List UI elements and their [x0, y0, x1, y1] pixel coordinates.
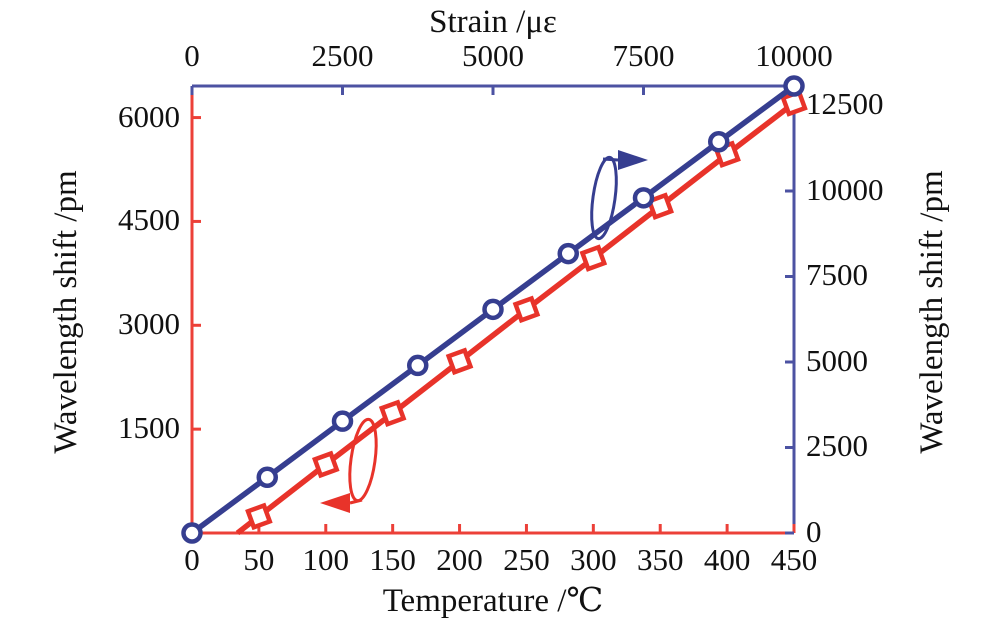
bottom-axis-tick-label: 100 [302, 542, 350, 577]
square-marker [579, 244, 608, 272]
square-marker [512, 295, 541, 324]
bottom-axis-tick-label: 300 [570, 542, 617, 577]
right-axis-title: Wavelength shift /pm [914, 170, 950, 454]
right-axis-tick-label: 2500 [806, 428, 868, 464]
bottom-axis-tick-label: 250 [503, 542, 550, 577]
bottom-axis-tick-label: 0 [184, 542, 200, 577]
top-axis-tick-label: 0 [184, 38, 200, 73]
square-marker [378, 399, 407, 427]
top-axis-tick-label: 2500 [311, 38, 374, 73]
left-axis-loop-arrow [320, 417, 378, 513]
left-axis-tick-label: 1500 [118, 410, 180, 446]
square-marker [445, 347, 474, 376]
right-axis-loop-arrow [590, 150, 648, 241]
left-axis-tick-label: 3000 [118, 306, 180, 342]
circle-marker [181, 522, 203, 544]
right-axis-tick-label: 7500 [806, 257, 868, 293]
series-strain-response [181, 75, 805, 544]
circle-marker [407, 354, 429, 377]
right-axis-tick-label: 5000 [806, 342, 868, 378]
bottom-axis-title: Temperature /℃ [382, 583, 604, 619]
square-marker [245, 502, 273, 531]
circle-marker [256, 466, 278, 489]
bottom-axis-tick-label: 350 [636, 542, 684, 577]
right-axis-tick-label: 10000 [806, 171, 884, 207]
bottom-axis-tick-label: 450 [770, 542, 818, 577]
bottom-axis-tick-label: 200 [436, 542, 483, 577]
left-axis-tick-label: 4500 [118, 202, 180, 238]
top-axis-tick-label: 10000 [755, 38, 833, 73]
square-marker [311, 450, 340, 479]
square-marker [646, 192, 675, 220]
circle-marker [783, 75, 805, 97]
right-axis-tick-label: 12500 [806, 86, 884, 122]
circle-marker [557, 242, 579, 265]
axes [190, 84, 796, 535]
bottom-axis-tick-label: 400 [703, 542, 751, 577]
series-temperature-response [235, 89, 808, 536]
circle-marker [331, 410, 354, 432]
top-axis-title: Strain /με [429, 4, 557, 40]
circle-marker [482, 298, 504, 321]
top-axis-tick-label: 5000 [462, 38, 524, 73]
bottom-axis-tick-label: 150 [369, 542, 416, 577]
circle-marker [708, 130, 730, 153]
circle-marker [632, 187, 655, 209]
left-axis-tick-label: 6000 [118, 98, 180, 134]
bottom-axis-tick-label: 50 [243, 542, 275, 577]
temperature-response-line [235, 100, 796, 536]
right-axis-tick-label: 0 [806, 514, 822, 549]
top-axis-tick-label: 7500 [612, 38, 675, 73]
